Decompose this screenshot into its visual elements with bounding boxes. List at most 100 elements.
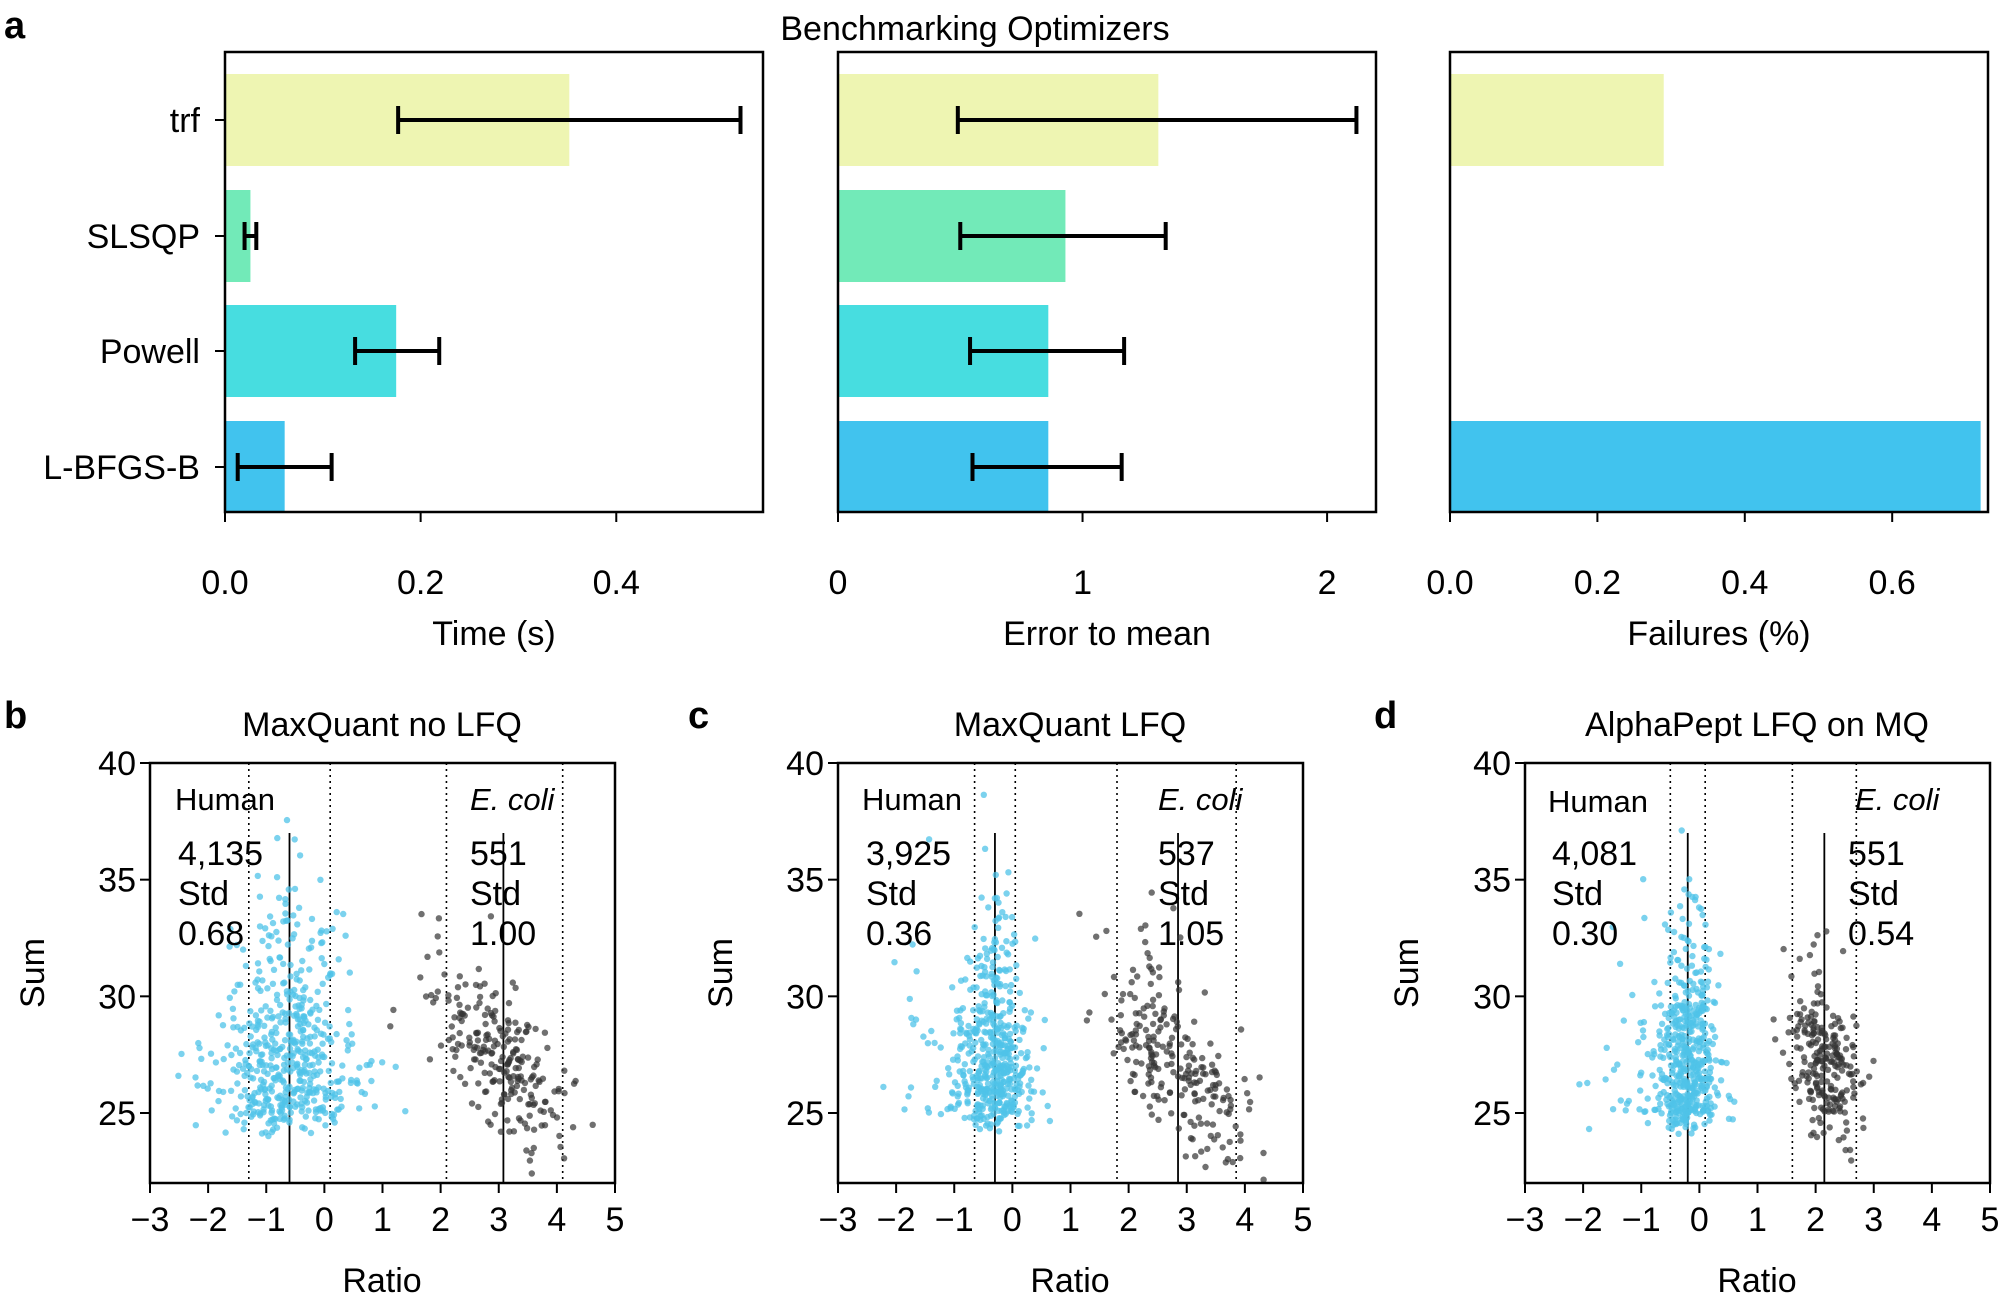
human-point	[243, 1109, 250, 1117]
human-point	[1657, 1100, 1664, 1108]
bar-chart-error: 0 1 2 Error to mean	[829, 50, 1378, 653]
human-point	[272, 1040, 279, 1047]
ecoli-point	[1093, 933, 1100, 940]
human-point	[282, 910, 289, 917]
ecoli-point	[1822, 1043, 1829, 1051]
human-point	[1013, 962, 1020, 969]
ecoli-point	[1204, 1145, 1211, 1153]
error-bar-trf	[396, 106, 743, 134]
human-point	[254, 872, 261, 880]
human-point	[1004, 1054, 1011, 1061]
human-point	[268, 1109, 275, 1116]
ecoli-point	[1840, 1134, 1847, 1141]
std-label-ecoli-d: Std	[1848, 875, 1899, 913]
human-point	[1692, 893, 1699, 901]
ecoli-point	[448, 1023, 455, 1030]
human-point	[995, 924, 1002, 931]
human-point	[1673, 1058, 1680, 1065]
human-point	[268, 933, 275, 940]
human-point	[283, 991, 291, 998]
human-point	[1000, 1064, 1007, 1071]
ecoli-point	[1209, 1121, 1217, 1128]
human-point	[200, 1082, 207, 1090]
human-point	[237, 1093, 245, 1100]
ecoli-point	[1117, 1012, 1125, 1019]
human-point	[1640, 876, 1647, 883]
human-point	[1693, 1067, 1700, 1075]
human-point	[254, 1109, 262, 1116]
human-point	[979, 1102, 987, 1109]
human-point	[1637, 1019, 1644, 1026]
human-point	[1694, 1087, 1702, 1095]
count-human-b: 4,135	[178, 835, 263, 873]
human-point	[328, 1060, 336, 1067]
x-axis-label-c: Ratio	[1030, 1262, 1109, 1296]
ecoli-point	[434, 933, 441, 940]
ecoli-point	[523, 1147, 530, 1154]
std-value-human-b: 0.68	[178, 915, 244, 953]
ecoli-point	[1189, 1054, 1197, 1062]
human-point	[954, 1093, 961, 1100]
human-point	[1663, 1031, 1671, 1039]
human-point	[1640, 1033, 1647, 1041]
human-point	[983, 992, 991, 999]
x-tick-label: 3	[489, 1201, 508, 1239]
human-point	[1697, 1060, 1704, 1068]
human-point	[253, 1048, 260, 1055]
ecoli-point	[1142, 938, 1149, 946]
ecoli-point	[508, 1084, 516, 1092]
human-point	[905, 1093, 912, 1100]
ecoli-point	[1850, 1053, 1858, 1060]
human-point	[1651, 1003, 1659, 1010]
ecoli-point	[512, 1064, 519, 1072]
ecoli-point	[1149, 1020, 1157, 1028]
human-point	[228, 1113, 236, 1120]
human-point	[985, 1100, 992, 1107]
ecoli-point	[475, 1080, 482, 1087]
human-point	[981, 1071, 989, 1078]
human-point	[925, 836, 933, 843]
ecoli-point	[532, 1025, 539, 1033]
ecoli-point	[1838, 1091, 1845, 1098]
ecoli-point	[1204, 1087, 1212, 1094]
ecoli-point	[541, 1098, 549, 1106]
x-tick-label: 4	[547, 1201, 566, 1239]
ecoli-point	[1237, 1137, 1244, 1144]
human-point	[998, 1024, 1005, 1032]
human-point	[1679, 915, 1686, 923]
human-point	[1683, 965, 1691, 972]
human-point	[999, 909, 1006, 916]
human-point	[291, 836, 298, 843]
human-point	[1623, 1100, 1631, 1107]
ecoli-point	[461, 1080, 469, 1088]
legend-human-b: Human	[175, 782, 275, 817]
ecoli-point	[1149, 1002, 1156, 1010]
human-point	[281, 979, 288, 986]
human-point	[283, 1052, 290, 1059]
human-point	[309, 1061, 316, 1069]
human-point	[319, 1040, 326, 1047]
ecoli-point	[1184, 1067, 1192, 1074]
human-point	[973, 1016, 981, 1023]
human-point	[1711, 1033, 1719, 1041]
human-point	[254, 1023, 262, 1031]
ecoli-point	[1860, 1124, 1867, 1132]
ecoli-point	[1161, 1005, 1168, 1012]
human-point	[1687, 1062, 1694, 1070]
ecoli-point	[477, 1059, 485, 1066]
ecoli-point	[541, 1122, 549, 1129]
human-point	[991, 1054, 999, 1062]
human-point	[1002, 967, 1010, 975]
human-point	[310, 1097, 318, 1104]
human-point	[988, 989, 995, 996]
human-point	[293, 970, 300, 977]
human-point	[346, 1020, 353, 1028]
human-point	[960, 1072, 967, 1079]
human-point	[307, 996, 314, 1004]
human-point	[282, 896, 289, 903]
human-point	[994, 953, 1001, 961]
human-point	[909, 941, 916, 948]
human-point	[274, 1051, 281, 1059]
human-point	[1644, 1119, 1652, 1127]
ecoli-point	[1219, 1144, 1226, 1151]
